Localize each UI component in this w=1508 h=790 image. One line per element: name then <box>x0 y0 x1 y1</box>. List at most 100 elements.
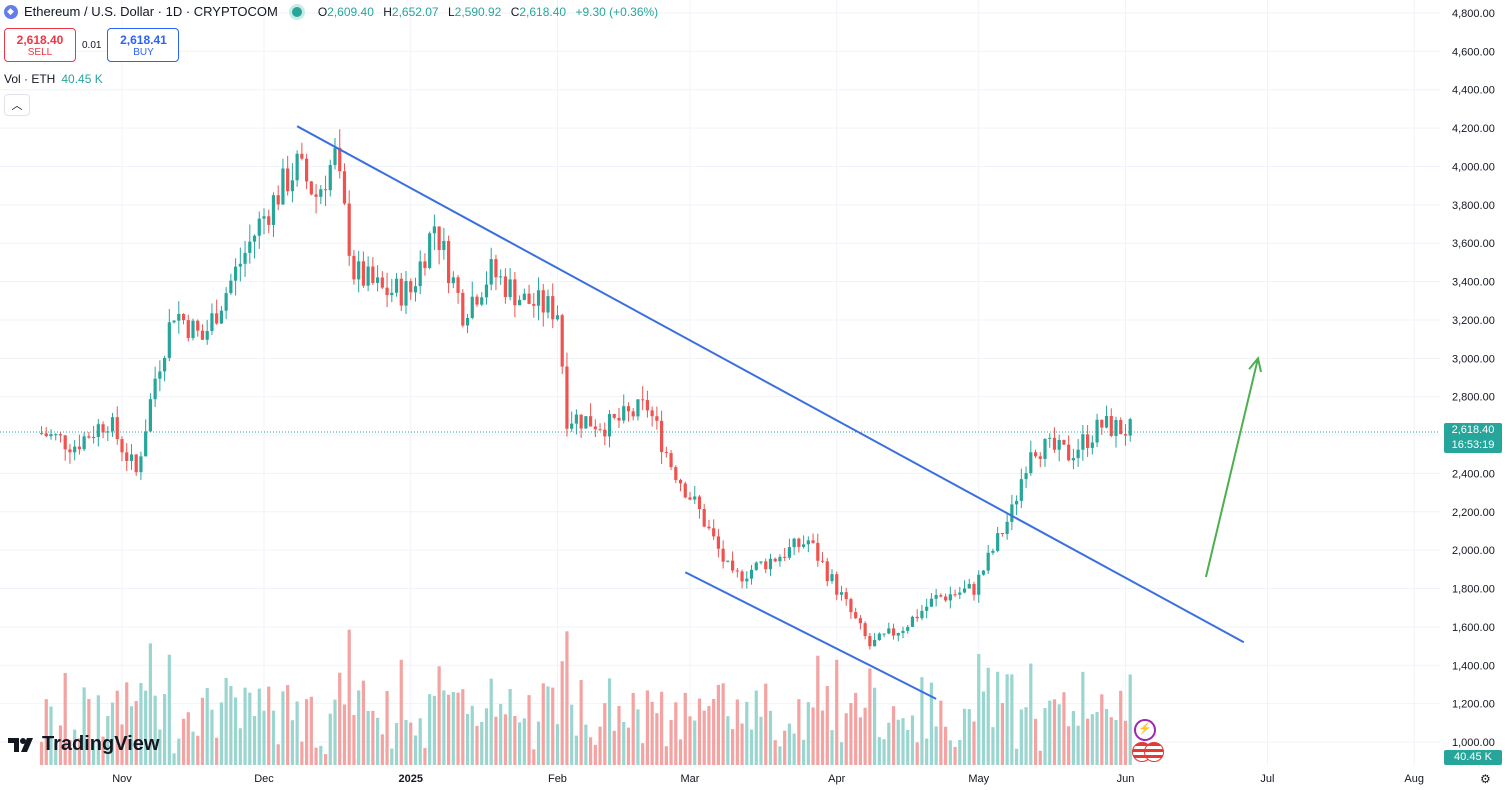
volume-bar <box>361 680 365 765</box>
volume-bar <box>787 723 791 765</box>
candle-body <box>929 598 933 607</box>
volume-bar <box>574 735 578 765</box>
us-flag-event-icon-2[interactable] <box>1144 742 1164 762</box>
candle-body <box>39 433 44 435</box>
volume-bar <box>461 689 465 765</box>
candle-body <box>967 584 971 589</box>
volume-bar <box>835 659 839 765</box>
volume-legend[interactable]: Vol · ETH 40.45 K <box>4 72 103 86</box>
chevron-up-icon[interactable]: ︿ <box>4 94 30 116</box>
candle-body <box>565 366 569 429</box>
candle-body <box>915 616 919 619</box>
candle-body <box>910 616 915 627</box>
volume-bar <box>768 710 773 765</box>
volume-bar <box>589 737 593 765</box>
volume-bar <box>532 749 536 765</box>
candle-body <box>257 218 261 236</box>
candle-body <box>499 276 503 278</box>
volume-bar <box>409 722 413 765</box>
candle-body <box>1100 419 1104 428</box>
candle-body <box>357 261 361 280</box>
candle-body <box>1019 479 1023 501</box>
candle-body <box>508 279 512 298</box>
candle-body <box>939 595 943 597</box>
candle-body <box>863 623 867 637</box>
volume-bar <box>267 686 271 765</box>
volume-bar <box>191 731 195 765</box>
volume-bar <box>939 700 943 765</box>
volume-bar <box>839 742 844 765</box>
candle-body <box>1109 416 1113 436</box>
candle-body <box>778 556 782 562</box>
candle-body <box>148 399 152 432</box>
volume-bar <box>830 730 834 765</box>
volume-bar <box>134 701 138 765</box>
volume-bar <box>731 729 735 765</box>
volume-bar <box>442 690 446 765</box>
volume-bar <box>366 710 370 765</box>
candle-body <box>418 261 422 287</box>
candle-body <box>792 538 796 548</box>
candle-body <box>125 452 129 462</box>
ohlc-values: O2,609.40 H2,652.07 L2,590.92 C2,618.40 … <box>317 4 659 19</box>
volume-bar <box>901 718 905 765</box>
volume-bar <box>645 690 649 765</box>
volume-bar <box>877 737 881 765</box>
volume-bar <box>404 720 408 765</box>
volume-bar <box>1052 699 1057 765</box>
candle-body <box>669 453 673 468</box>
volume-bar <box>811 707 815 765</box>
last-price-tag: 2,618.40 16:53:19 <box>1444 423 1502 453</box>
candle-body <box>797 538 801 547</box>
volume-bar <box>186 712 190 765</box>
volume-bar <box>925 738 929 765</box>
gear-icon[interactable]: ⚙ <box>1480 772 1491 786</box>
tradingview-logo-icon <box>8 737 33 752</box>
candle-body <box>352 255 356 280</box>
volume-bar <box>87 699 91 765</box>
buy-button[interactable]: 2,618.41 BUY <box>107 28 180 62</box>
sell-button[interactable]: 2,618.40 SELL <box>4 28 76 62</box>
volume-bar <box>110 702 115 765</box>
volume-bar <box>305 699 309 765</box>
volume-bar <box>153 695 157 765</box>
open-value: 2,609.40 <box>327 4 374 19</box>
candle-body <box>873 639 877 647</box>
volume-bar <box>522 718 526 765</box>
candle-body <box>252 235 257 242</box>
volume-bar <box>991 727 995 765</box>
candle-body <box>972 584 976 595</box>
candle-body <box>106 431 110 433</box>
lightning-event-icon[interactable]: ⚡ <box>1134 719 1156 741</box>
volume-bar <box>290 720 294 765</box>
candle-body <box>428 233 432 268</box>
volume-bar <box>996 671 1000 765</box>
candle-body <box>342 171 347 204</box>
volume-bar <box>465 713 470 765</box>
candle-body <box>465 317 470 326</box>
candle-body <box>1119 419 1123 435</box>
volume-bar <box>1033 718 1038 765</box>
time-tick-label: Dec <box>254 773 274 785</box>
volume-bar <box>1114 720 1118 765</box>
low-value: 2,590.92 <box>454 4 502 19</box>
tradingview-logo[interactable]: TradingView <box>8 733 159 756</box>
candle-body <box>49 434 53 437</box>
volume-bar <box>858 717 862 765</box>
candle-body <box>144 431 148 457</box>
time-axis: Nov Dec 2025 Feb Mar Apr May Jun Jul Aug <box>112 773 1424 785</box>
candle-body <box>470 296 474 318</box>
volume-bar <box>626 727 631 765</box>
volume-bar <box>693 720 697 765</box>
volume-bar <box>357 690 361 765</box>
candle-body <box>234 266 238 281</box>
candle-body <box>333 147 337 166</box>
volume-bar <box>958 739 962 765</box>
candle-body <box>1052 437 1057 450</box>
price-tick-label: 3,000.00 <box>1452 353 1495 365</box>
symbol-title[interactable]: Ethereum / U.S. Dollar · 1D · CRYPTOCOM <box>24 4 278 19</box>
volume-bar <box>1024 707 1028 765</box>
volume-bar <box>342 704 347 765</box>
volume-bar <box>314 747 318 765</box>
